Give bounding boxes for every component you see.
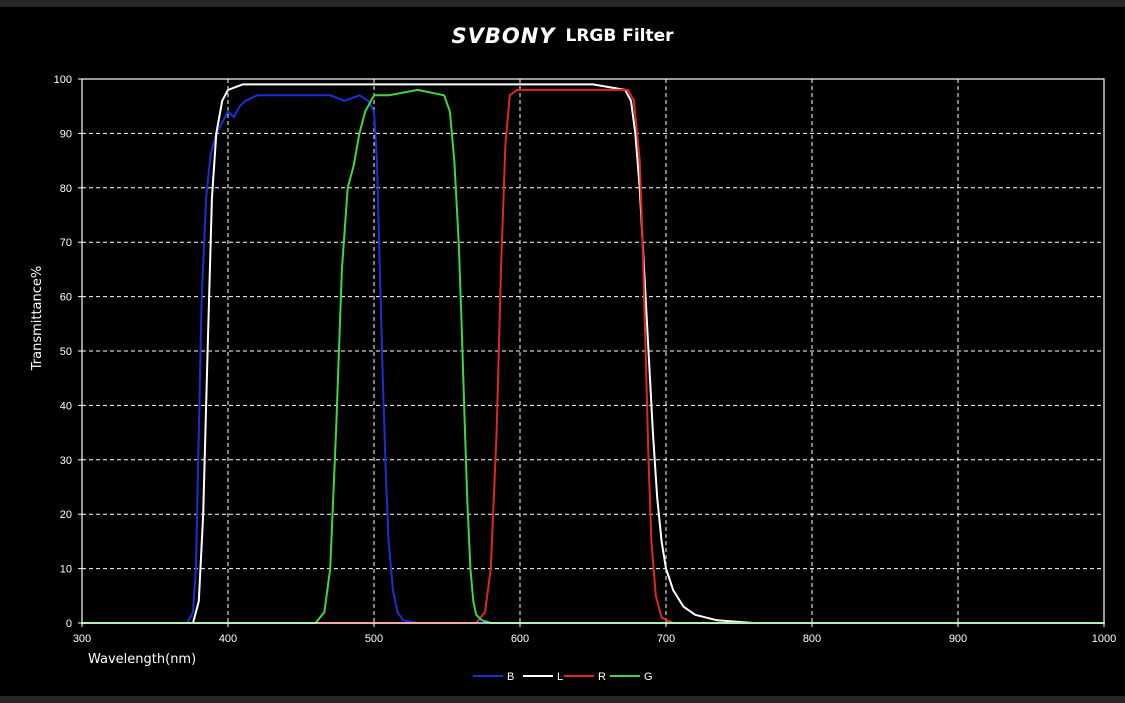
legend-label-L: L — [557, 671, 563, 683]
legend-item-L: L — [523, 671, 563, 683]
legend-label-G: G — [644, 671, 653, 683]
y-axis-label: Transmittance% — [30, 266, 45, 372]
legend-item-R: R — [564, 671, 606, 683]
legend-item-B: B — [473, 671, 514, 683]
y-tick-labels: 0 10 20 30 40 50 60 70 80 90 100 — [54, 74, 82, 630]
y-tick-label-30: 30 — [60, 455, 72, 467]
series-lines — [81, 83, 1105, 624]
chart-subtitle: LRGB Filter — [565, 26, 674, 46]
legend-item-G: G — [610, 671, 653, 683]
series-line-R — [81, 88, 1105, 624]
legend-label-B: B — [507, 671, 514, 683]
y-tick-label-100: 100 — [54, 74, 72, 86]
x-tick-label-300: 300 — [73, 633, 91, 645]
brand-logo: SVBONY — [451, 24, 556, 48]
series-line-B — [81, 94, 1105, 624]
x-tick-label-800: 800 — [803, 633, 821, 645]
chart-title: SVBONY LRGB Filter — [0, 21, 1125, 51]
x-tick-label-400: 400 — [219, 633, 237, 645]
x-tick-label-600: 600 — [511, 633, 529, 645]
x-tick-label-1000: 1000 — [1092, 633, 1116, 645]
y-tick-label-50: 50 — [60, 346, 72, 358]
x-tick-label-900: 900 — [949, 633, 967, 645]
x-tick-label-700: 700 — [657, 633, 675, 645]
y-tick-label-80: 80 — [60, 183, 72, 195]
series-line-L — [81, 83, 1105, 624]
y-tick-label-0: 0 — [66, 618, 72, 630]
x-tick-labels: 300 400 500 600 700 800 900 1000 — [73, 623, 1116, 645]
y-tick-label-60: 60 — [60, 292, 72, 304]
y-tick-label-70: 70 — [60, 237, 72, 249]
y-tick-label-40: 40 — [60, 400, 72, 412]
y-tick-label-20: 20 — [60, 509, 72, 521]
legend-label-R: R — [598, 671, 606, 683]
series-line-G — [81, 88, 1105, 624]
y-tick-label-90: 90 — [60, 128, 72, 140]
x-tick-label-500: 500 — [365, 633, 383, 645]
y-tick-label-10: 10 — [60, 564, 72, 576]
x-axis-label: Wavelength(nm) — [88, 652, 196, 667]
grid-lines — [82, 79, 1104, 623]
